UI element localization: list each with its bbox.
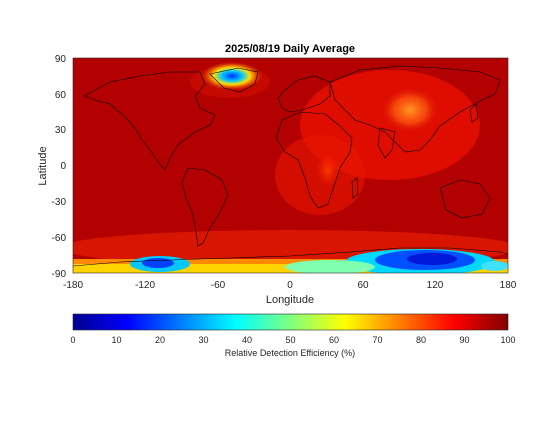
y-tick-label-90: 90	[55, 54, 67, 65]
colorbar-tick-label-0: 0	[70, 335, 75, 345]
coastline-asia	[329, 65, 501, 153]
colorbar-tick-label-30: 30	[198, 335, 208, 345]
map-title: 2025/08/19 Daily Average	[225, 43, 355, 55]
map-axes-frame	[72, 57, 509, 274]
coastline-europe	[277, 75, 331, 113]
coastline-antarctica	[73, 247, 508, 267]
x-axis: -180 -120 -60 0 60 120 180	[63, 280, 517, 291]
colorbar-tick-label-100: 100	[500, 335, 515, 345]
field-patch-eastern-asia	[382, 88, 438, 132]
x-tick-label-60: 60	[357, 280, 369, 291]
colorbar-tick-label-60: 60	[329, 335, 339, 345]
coastlines	[73, 65, 508, 267]
colorbar-tick-label-50: 50	[285, 335, 295, 345]
colorbar-tick-label-80: 80	[416, 335, 426, 345]
x-tick-label-0: 0	[287, 280, 293, 291]
antarctic-blue-west	[142, 258, 174, 268]
x-tick-label-minus-180: -180	[63, 280, 83, 291]
greenland-low-efficiency-spot	[202, 62, 262, 90]
antarctic-deep-blue-east	[407, 253, 457, 265]
coastline-australia	[439, 179, 491, 219]
y-tick-label-minus-90: -90	[52, 269, 67, 280]
y-tick-label-minus-30: -30	[52, 197, 67, 208]
x-axis-label: Longitude	[266, 294, 314, 306]
x-tick-label-120: 120	[427, 280, 444, 291]
coastline-madagascar	[351, 177, 359, 199]
x-tick-label-minus-60: -60	[211, 280, 226, 291]
coastline-greenland	[209, 67, 259, 93]
coastline-africa	[275, 111, 353, 209]
coastline-south-america	[181, 167, 229, 247]
colorbar-tick-label-10: 10	[111, 335, 121, 345]
y-tick-label-0: 0	[60, 161, 66, 172]
coastline-japan	[469, 103, 479, 123]
y-axis: 90 60 30 0 -30 -60 -90	[52, 54, 67, 280]
y-tick-label-60: 60	[55, 90, 67, 101]
colorbar	[72, 313, 509, 331]
x-tick-label-180: 180	[500, 280, 517, 291]
coastline-north-america	[83, 71, 216, 171]
y-tick-label-minus-60: -60	[52, 233, 67, 244]
colorbar-ticks: 0 10 20 30 40 50 60 70 80 90 100	[70, 335, 515, 345]
colorbar-label: Relative Detection Efficiency (%)	[225, 348, 355, 358]
y-tick-label-30: 30	[55, 125, 67, 136]
colorbar-tick-label-70: 70	[372, 335, 382, 345]
colorbar-tick-label-40: 40	[242, 335, 252, 345]
map-area	[73, 58, 508, 273]
field-patch-central-africa	[316, 154, 340, 186]
antarctic-cyan-far-east	[481, 261, 508, 271]
x-tick-label-minus-120: -120	[135, 280, 155, 291]
colorbar-tick-label-20: 20	[155, 335, 165, 345]
y-axis-label: Latitude	[37, 146, 49, 185]
coastline-india	[377, 127, 396, 159]
colorbar-tick-label-90: 90	[459, 335, 469, 345]
antarctic-cyan-central	[285, 260, 375, 273]
